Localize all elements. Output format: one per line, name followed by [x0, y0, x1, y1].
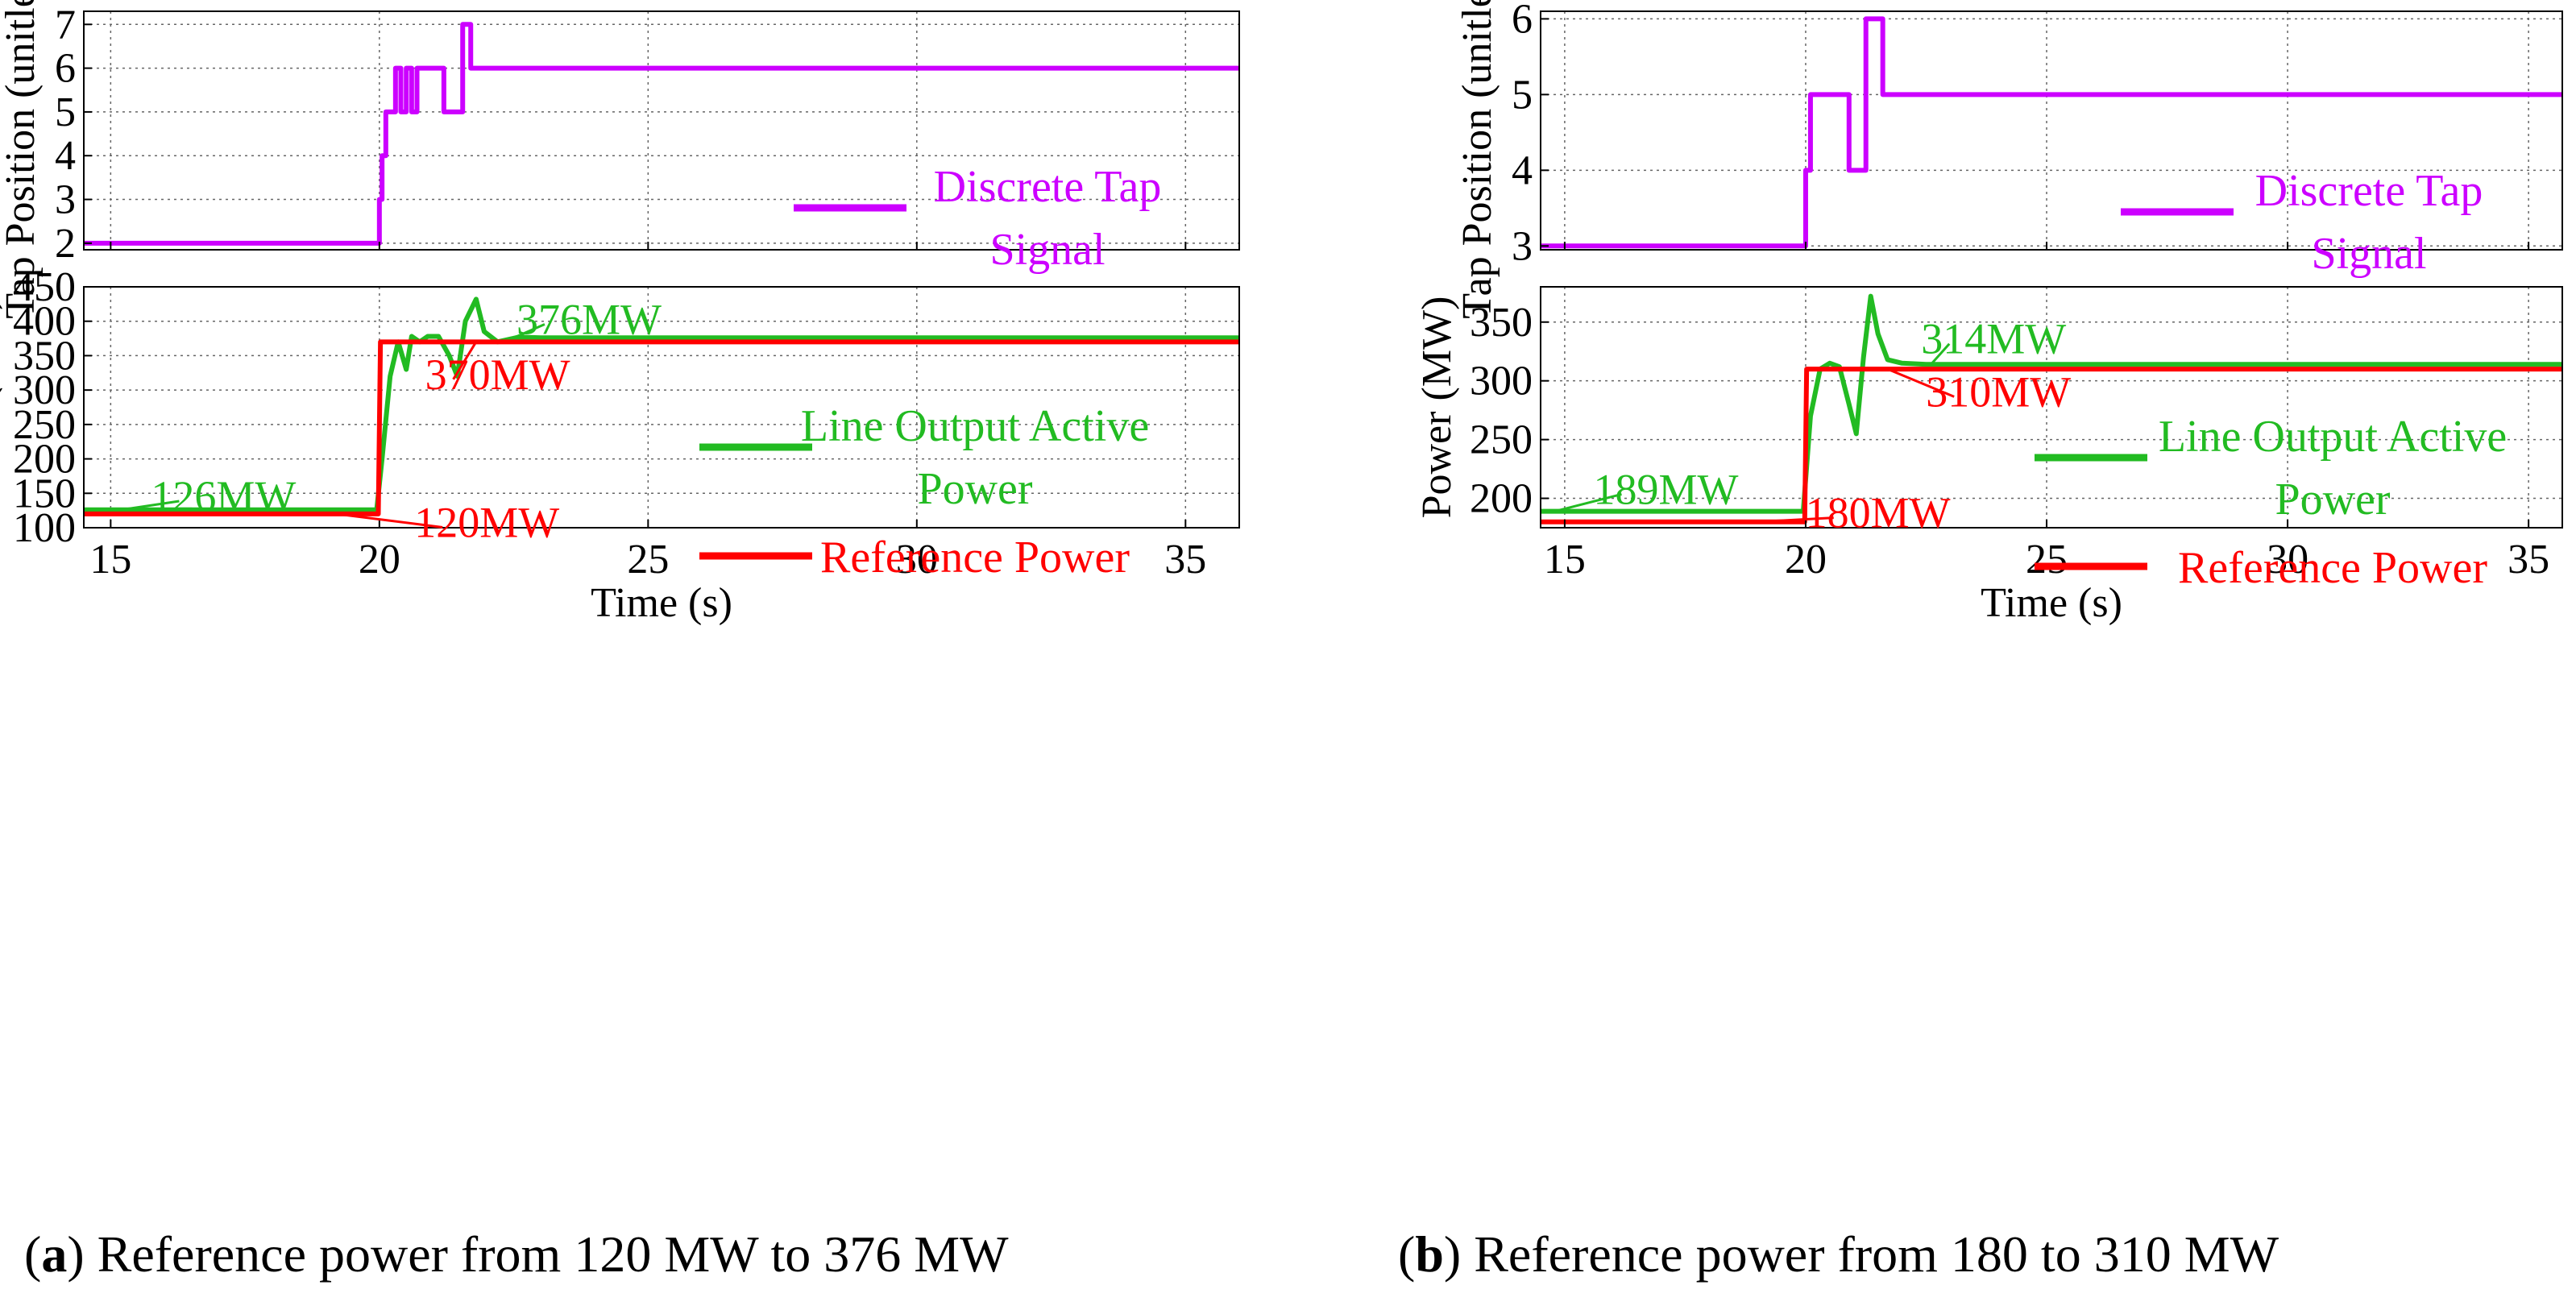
- annotation-label: 189MW: [1594, 465, 1739, 513]
- legend-label: Power: [2275, 475, 2390, 524]
- x-tick-label: 30: [896, 537, 938, 583]
- annotation-label: 314MW: [1921, 315, 2066, 363]
- legend-label: Reference Power: [2178, 543, 2487, 593]
- caption-b: (b) Reference power from 180 to 310 MW: [1398, 1225, 2279, 1283]
- x-tick-label: 20: [359, 537, 400, 583]
- y-tick-label: 350: [1470, 300, 1533, 346]
- x-tick-label: 35: [2508, 537, 2549, 583]
- annotation-label: 370MW: [425, 350, 570, 399]
- y-tick-label: 3: [1512, 223, 1533, 269]
- plot-frame: [83, 286, 1240, 529]
- series-line-reference-power: [1541, 367, 2562, 524]
- x-tick-label: 25: [627, 537, 669, 583]
- y-tick-label: 200: [1470, 476, 1533, 522]
- x-tick-label: 20: [1785, 537, 1827, 583]
- y-tick-label: 4: [1512, 147, 1533, 193]
- y-tick-label: 300: [13, 367, 76, 413]
- annotation-leader: [1554, 492, 1622, 513]
- chart-b_tap: 3 4 5 6 Tap Position (unitless) Discrete Tap S…: [1454, 0, 2563, 319]
- y-tick-label: 6: [1512, 0, 1533, 42]
- caption-b-letter: b: [1415, 1225, 1444, 1283]
- y-axis-label: Tap Position (unitless): [0, 0, 44, 319]
- y-tick-label: 5: [55, 89, 76, 135]
- caption-a-letter: a: [41, 1225, 67, 1283]
- plot-frame: [1540, 10, 2563, 251]
- annotation-label: 376MW: [516, 295, 662, 343]
- x-axis-label: Time (s): [1981, 580, 2122, 626]
- caption-b-text: ) Reference power from 180 to 310 MW: [1444, 1225, 2279, 1283]
- series-line-discrete-tap-signal: [84, 22, 1239, 246]
- caption-a: (a) Reference power from 120 MW to 376 M…: [24, 1225, 1009, 1283]
- y-tick-label: 200: [13, 437, 76, 483]
- annotation-label: 120MW: [414, 498, 559, 546]
- y-tick-label: 300: [1470, 359, 1533, 404]
- annotation-leader: [452, 341, 478, 380]
- y-tick-label: 250: [13, 402, 76, 448]
- y-tick-label: 400: [13, 299, 76, 345]
- legend-label: Line Output Active: [2159, 412, 2507, 462]
- annotation-leader: [1757, 516, 1834, 524]
- legend-label: Signal: [2311, 229, 2426, 279]
- x-tick-label: 15: [89, 537, 131, 583]
- y-tick-label: 7: [55, 2, 76, 48]
- y-tick-label: 350: [13, 333, 76, 379]
- annotation-label: 180MW: [1806, 489, 1951, 537]
- legend-label: Discrete Tap: [934, 162, 1162, 212]
- x-tick-label: 25: [2026, 537, 2068, 583]
- annotation-leader: [1887, 367, 1955, 398]
- legend-label: Discrete Tap: [2255, 166, 2483, 216]
- series-line-discrete-tap-signal: [1541, 16, 2562, 249]
- y-tick-label: 3: [55, 177, 76, 223]
- y-tick-label: 100: [13, 505, 76, 551]
- plot-frame: [1540, 286, 2563, 529]
- x-tick-label: 30: [2267, 537, 2308, 583]
- caption-a-text: ) Reference power from 120 MW to 376 MW: [67, 1225, 1009, 1283]
- series-line-reference-power: [84, 339, 1239, 516]
- y-axis-label: Tap Position (unitless): [1454, 0, 1500, 319]
- x-tick-label: 15: [1544, 537, 1586, 583]
- annotation-label: 310MW: [1926, 367, 2071, 416]
- annotation-label: 126MW: [151, 472, 296, 520]
- x-axis-label: Time (s): [591, 580, 732, 626]
- plot-frame: [83, 10, 1240, 251]
- y-tick-label: 250: [1470, 417, 1533, 463]
- y-tick-label: 5: [1512, 72, 1533, 118]
- series-line-line-output-active-power: [1541, 293, 2562, 514]
- y-tick-label: 4: [55, 133, 76, 179]
- y-tick-label: 2: [55, 221, 76, 267]
- annotation-leader: [512, 323, 545, 339]
- y-axis-label: Power (MW): [0, 296, 3, 519]
- y-tick-label: 6: [55, 46, 76, 92]
- annotation-leader: [336, 512, 443, 529]
- annotation-leader: [1930, 342, 1951, 366]
- y-axis-label: Power (MW): [1414, 296, 1460, 519]
- y-tick-label: 450: [13, 264, 76, 310]
- legend-label: Line Output Active: [801, 401, 1149, 451]
- annotation-leader: [121, 500, 180, 512]
- legend-label: Power: [917, 464, 1032, 514]
- legend-label: Reference Power: [820, 533, 1130, 583]
- legend-label: Signal: [989, 225, 1105, 275]
- y-tick-label: 150: [13, 471, 76, 516]
- x-tick-label: 35: [1164, 537, 1206, 583]
